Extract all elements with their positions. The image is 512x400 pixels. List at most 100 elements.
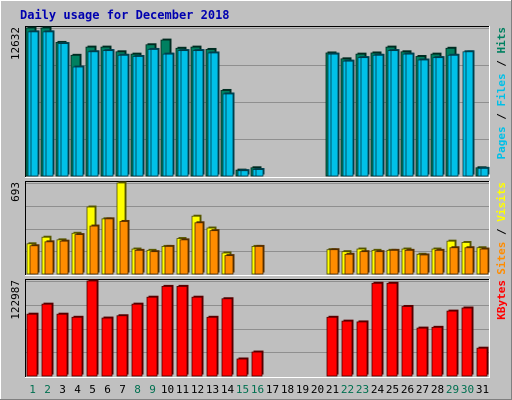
kbytes-bar — [221, 298, 233, 377]
pages-bar — [375, 54, 384, 177]
sites-bar — [479, 248, 489, 275]
pages-bar — [45, 31, 54, 177]
pages-bar — [210, 52, 219, 177]
day-label: 27 — [416, 383, 429, 396]
pages-bar — [465, 51, 474, 177]
kbytes-bar — [56, 313, 68, 377]
kbytes-bar — [401, 306, 413, 377]
sites-bar — [89, 225, 99, 275]
pages-bar — [240, 170, 249, 177]
day-label: 30 — [461, 383, 474, 396]
pages-bar — [90, 51, 99, 177]
pages-bar — [225, 93, 234, 177]
y-max-label: 693 — [9, 182, 22, 202]
pages-bar — [150, 49, 159, 177]
kbytes-bar — [236, 358, 248, 377]
y-max-label: 122987 — [9, 280, 22, 320]
legend-entry: / — [495, 222, 508, 242]
kbytes-bar — [71, 316, 83, 377]
legend-middle: Sites / Visits — [495, 182, 508, 275]
kbytes-bar — [446, 310, 458, 377]
legend-entry: KBytes — [495, 280, 508, 320]
kbytes-bar — [41, 303, 53, 377]
legend-entry: Visits — [495, 182, 508, 222]
day-label: 12 — [191, 383, 204, 396]
kbytes-bar — [461, 307, 473, 377]
pages-bar — [60, 43, 69, 177]
kbytes-bar — [206, 316, 218, 377]
kbytes-bar — [416, 327, 428, 377]
kbytes-bar — [251, 351, 263, 377]
sites-bar — [134, 249, 144, 275]
sites-bar — [179, 239, 189, 275]
pages-bar — [180, 50, 189, 177]
pages-bar — [435, 57, 444, 177]
pages-bar — [480, 167, 489, 177]
day-label: 23 — [356, 383, 369, 396]
kbytes-bar — [86, 280, 98, 377]
pages-bar — [30, 31, 39, 177]
chart-title: Daily usage for December 2018 — [20, 8, 230, 22]
legend-top: Pages / Files / Hits — [495, 27, 508, 160]
sites-bar — [344, 253, 354, 275]
kbytes-bar — [326, 316, 338, 377]
legend-entry: / — [495, 107, 508, 127]
pages-bar — [345, 60, 354, 177]
kbytes-bar — [191, 296, 203, 377]
sites-bar — [44, 241, 54, 275]
day-labels: 1 2 3 4 5 6 7 8 9 10 11 12 13 14 15 16 17 18 19 20 21 22 23 24 2… — [29, 383, 489, 396]
day-label: 18 — [281, 383, 294, 396]
sites-bar — [164, 246, 174, 275]
kbytes-bar — [131, 303, 143, 377]
pages-bar — [105, 50, 114, 177]
sites-bar — [149, 251, 159, 275]
sites-bar — [74, 234, 84, 275]
day-label: 20 — [311, 383, 324, 396]
kbytes-bar — [356, 321, 368, 377]
kbytes-bar — [386, 282, 398, 377]
day-label: 1 — [29, 383, 36, 396]
day-label: 15 — [236, 383, 249, 396]
legend-bottom: KBytes — [495, 280, 508, 320]
chart-panel-bottom: 122987 — [9, 279, 490, 378]
sites-bar — [449, 247, 459, 275]
pages-bar — [390, 50, 399, 177]
sites-bar — [329, 249, 339, 275]
pages-bar — [360, 57, 369, 177]
legend-entry: / — [495, 54, 508, 74]
day-label: 5 — [89, 383, 96, 396]
sites-bar — [104, 218, 114, 275]
pages-bar — [120, 54, 129, 177]
sites-bar — [419, 254, 429, 275]
pages-bar — [75, 66, 84, 177]
sites-bar — [209, 230, 219, 275]
day-label: 8 — [134, 383, 141, 396]
day-label: 13 — [206, 383, 219, 396]
day-label: 25 — [386, 383, 399, 396]
day-label: 16 — [251, 383, 264, 396]
day-label: 6 — [104, 383, 111, 396]
day-label: 3 — [59, 383, 66, 396]
sites-bar — [254, 246, 264, 275]
legend-entry: Hits — [495, 27, 508, 54]
sites-bar — [404, 249, 414, 275]
kbytes-bar — [431, 326, 443, 377]
pages-bar — [420, 59, 429, 177]
pages-bar — [405, 53, 414, 177]
chart-panels: 12632 693 122987 — [9, 26, 490, 378]
pages-bar — [135, 56, 144, 177]
kbytes-bar — [371, 282, 383, 377]
day-label: 29 — [446, 383, 459, 396]
legend-entry: Files — [495, 73, 508, 106]
day-label: 19 — [296, 383, 309, 396]
pages-bar — [165, 53, 174, 177]
kbytes-bar — [161, 285, 173, 377]
kbytes-bar — [146, 296, 158, 377]
sites-bar — [359, 251, 369, 275]
sites-bar — [374, 251, 384, 275]
sites-bar — [434, 249, 444, 275]
day-label: 22 — [341, 383, 354, 396]
kbytes-bar — [176, 285, 188, 377]
day-label: 14 — [221, 383, 235, 396]
pages-bar — [450, 54, 459, 177]
